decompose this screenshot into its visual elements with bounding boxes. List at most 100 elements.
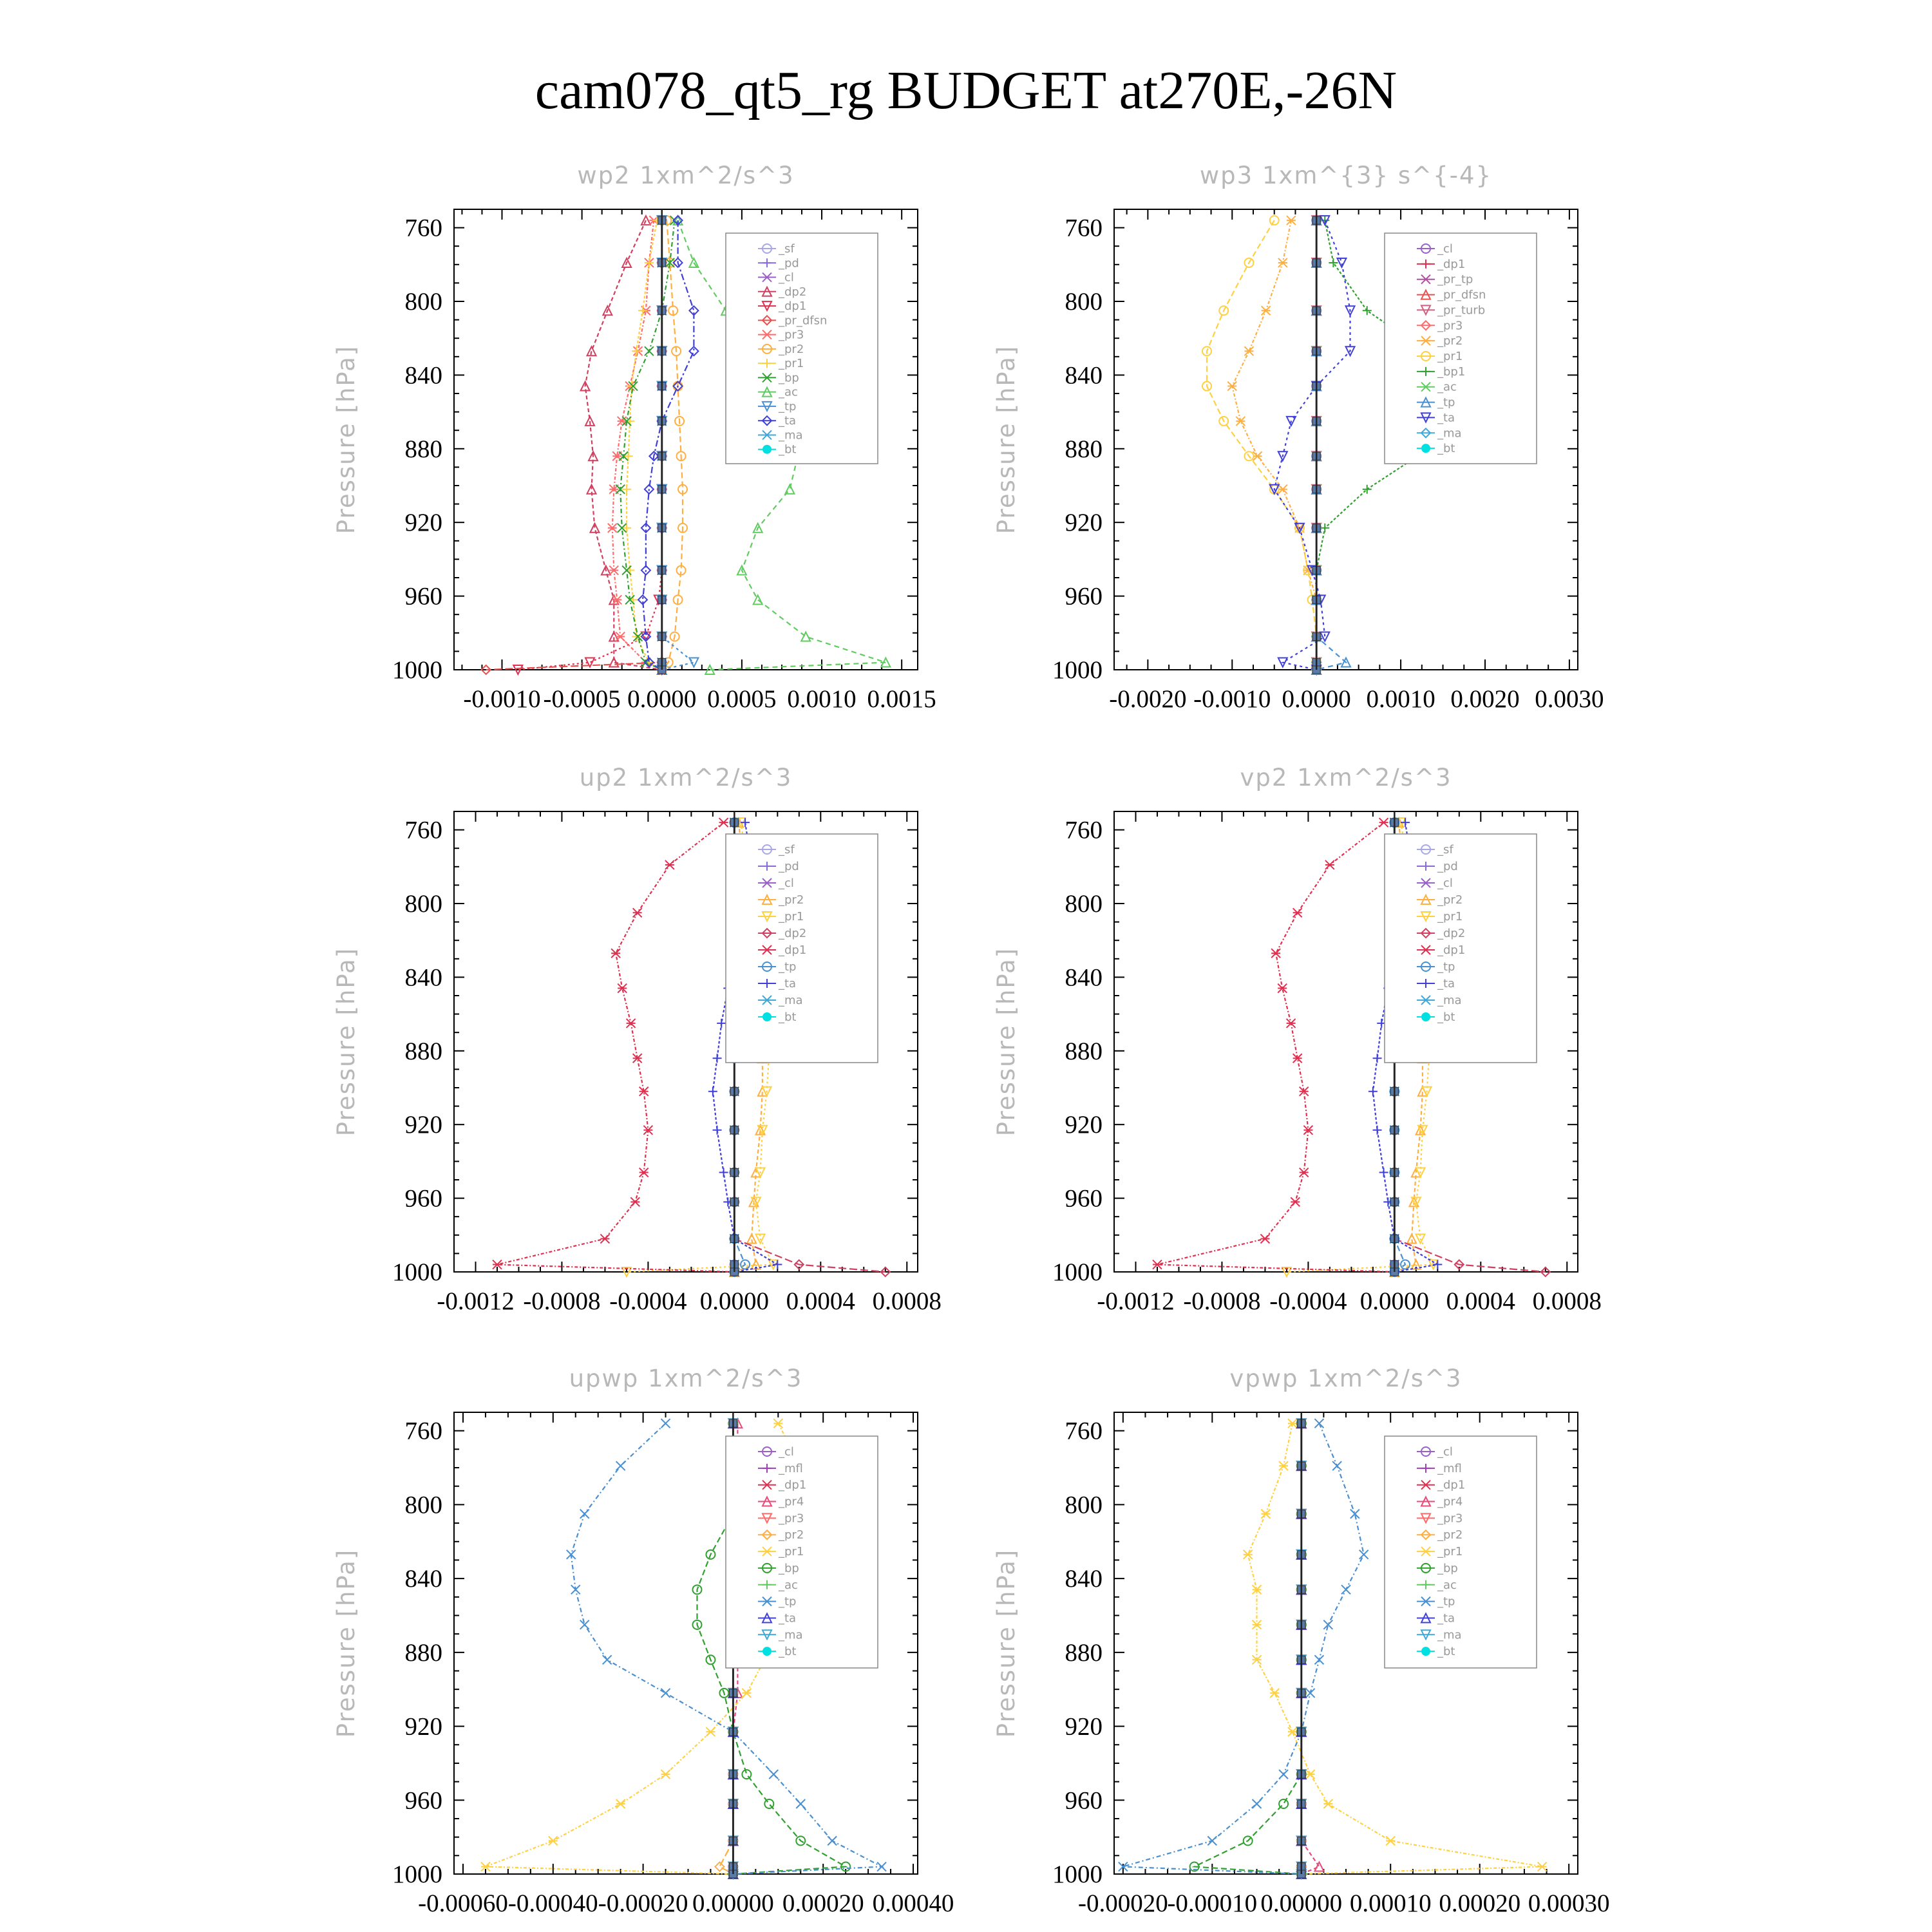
legend-marker — [761, 893, 773, 905]
data-point — [676, 565, 687, 576]
legend-entry: _pr3 — [1417, 319, 1463, 332]
data-point — [1537, 1861, 1548, 1872]
y-tick-label: 760 — [405, 214, 443, 242]
series-ta-group — [1269, 215, 1356, 676]
legend-label: _ac — [778, 386, 798, 399]
data-point — [688, 345, 699, 357]
legend-marker — [1421, 351, 1431, 361]
panel-title: wp2 1xm^2/s^3 — [577, 162, 794, 189]
y-tick-label: 880 — [1065, 1639, 1103, 1667]
legend-label: _bt — [778, 443, 796, 457]
data-point — [1278, 258, 1288, 268]
legend-label: _tp — [1437, 1595, 1455, 1609]
legend-entry: _pd — [758, 860, 799, 873]
data-point — [754, 1167, 766, 1179]
data-point — [609, 565, 619, 576]
legend-marker — [762, 430, 772, 440]
data-point — [668, 305, 679, 316]
data-point — [512, 665, 524, 676]
legend-entry: _bt — [758, 1010, 796, 1024]
legend-entry: _pr_tp — [1417, 273, 1473, 287]
legend-marker — [1421, 1446, 1431, 1457]
legend-marker — [761, 415, 773, 426]
data-point — [632, 631, 643, 642]
y-tick-label: 800 — [405, 1491, 443, 1519]
data-point — [793, 1259, 805, 1270]
legend-entry: _pr2 — [758, 1528, 804, 1542]
data-point — [752, 594, 764, 605]
data-point — [1414, 1233, 1426, 1245]
legend-label: _sf — [778, 843, 795, 857]
data-point — [768, 1769, 779, 1779]
data-point — [665, 860, 675, 870]
data-point — [600, 1233, 611, 1244]
y-tick-label: 840 — [1065, 361, 1103, 389]
data-point — [718, 817, 729, 828]
series-line — [1247, 1423, 1542, 1875]
data-point — [1298, 1167, 1309, 1178]
data-point — [612, 594, 622, 605]
data-point — [688, 657, 700, 668]
legend-entry: _ta — [1417, 1611, 1455, 1625]
data-point — [1305, 1688, 1316, 1698]
data-point — [1189, 1861, 1200, 1872]
series-pr1-group — [622, 216, 667, 674]
x-tick-label: -0.0008 — [1183, 1287, 1260, 1315]
x-tick-label: 0.0005 — [707, 685, 776, 713]
legend-marker — [1421, 1546, 1431, 1557]
x-tick-label: -0.0008 — [523, 1287, 600, 1315]
legend-label: _pr2 — [1437, 1528, 1463, 1542]
data-point — [1344, 305, 1356, 317]
legend-marker — [1421, 259, 1430, 269]
legend-label: _cl — [1437, 242, 1453, 256]
data-point — [660, 1769, 671, 1779]
y-tick-label: 760 — [405, 817, 443, 844]
x-tick-label: -0.00010 — [1167, 1889, 1257, 1917]
legend-label: _ta — [778, 414, 796, 428]
legend-marker — [761, 301, 773, 312]
data-point — [644, 346, 654, 356]
legend-entry: _pr2 — [1417, 1528, 1463, 1542]
legend-label: _pr_tp — [1437, 273, 1473, 287]
data-point — [1319, 631, 1331, 643]
legend-marker — [1421, 1479, 1431, 1490]
data-point — [827, 1835, 837, 1846]
legend-entry: _ta — [758, 414, 796, 428]
data-point — [704, 663, 715, 675]
data-point — [1287, 1727, 1298, 1737]
data-point — [580, 1620, 590, 1630]
data-point — [1271, 948, 1281, 958]
data-point — [677, 484, 688, 495]
legend-marker — [1420, 1612, 1432, 1624]
data-point — [548, 1835, 558, 1846]
data-point — [627, 381, 636, 391]
panel-title: up2 1xm^2/s^3 — [580, 764, 793, 791]
legend-label: _pr3 — [778, 328, 804, 342]
legend-marker — [762, 258, 772, 268]
legend-entry: _dp1 — [1417, 258, 1465, 271]
data-point — [761, 1086, 773, 1097]
data-point — [1278, 1769, 1289, 1779]
legend-entry: _mfl — [758, 1462, 803, 1475]
data-point — [643, 484, 655, 495]
data-point — [584, 415, 596, 426]
y-tick-label: 960 — [1065, 1786, 1103, 1814]
legend-box — [725, 232, 878, 464]
y-axis-label: Pressure [hPa] — [992, 1549, 1020, 1738]
legend-entry: _bp — [1417, 1562, 1458, 1575]
data-point — [671, 346, 682, 357]
x-tick-label: -0.0012 — [437, 1287, 514, 1315]
data-point — [750, 1197, 762, 1208]
legend-label: _cl — [1437, 1445, 1453, 1459]
legend-marker — [762, 844, 772, 855]
legend-label: _pr1 — [1437, 1545, 1463, 1558]
data-point — [660, 1688, 671, 1698]
data-point — [632, 346, 641, 356]
legend-marker — [762, 945, 772, 955]
data-point — [1378, 817, 1389, 828]
data-point — [579, 380, 591, 392]
legend-label: _ma — [1437, 994, 1462, 1007]
legend-marker — [762, 243, 772, 254]
legend-marker — [762, 1446, 772, 1457]
data-point — [876, 1861, 887, 1872]
